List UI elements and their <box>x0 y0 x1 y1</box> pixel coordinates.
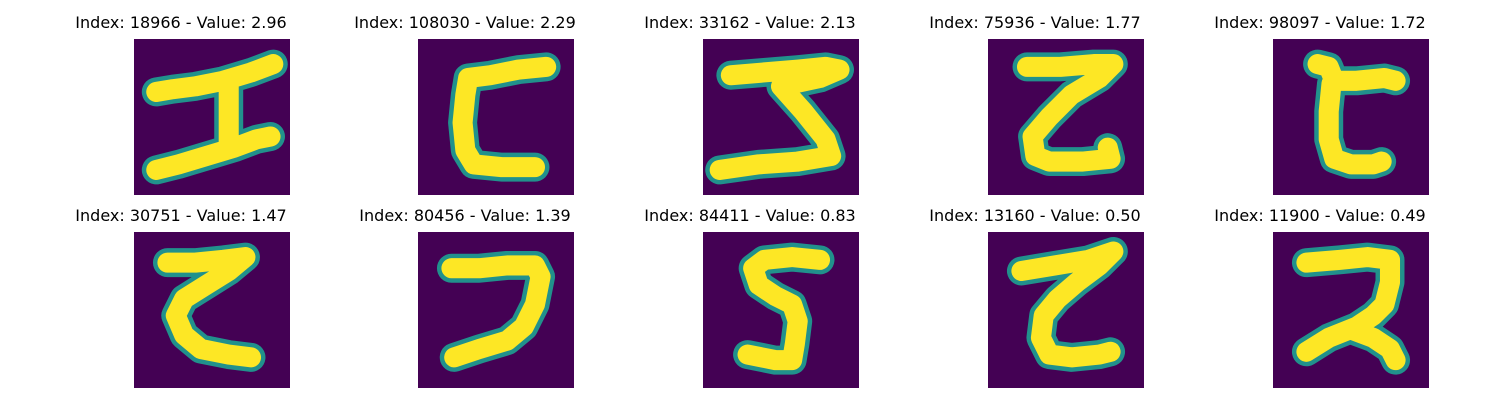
digit-image <box>1273 39 1429 195</box>
panel-4: Index: 75936 - Value: 1.77 <box>885 3 1185 195</box>
panel-title: Index: 11900 - Value: 0.49 <box>1214 206 1426 225</box>
panel-title: Index: 80456 - Value: 1.39 <box>359 206 571 225</box>
panel-title: Index: 75936 - Value: 1.77 <box>929 13 1141 32</box>
panel-title: Index: 30751 - Value: 1.47 <box>75 206 287 225</box>
panel-title: Index: 98097 - Value: 1.72 <box>1214 13 1426 32</box>
panel-title: Index: 33162 - Value: 2.13 <box>644 13 856 32</box>
panel-10: Index: 11900 - Value: 0.49 <box>1170 196 1470 388</box>
digit-image <box>418 232 574 388</box>
panel-6: Index: 30751 - Value: 1.47 <box>31 196 331 388</box>
panel-1: Index: 18966 - Value: 2.96 <box>31 3 331 195</box>
digit-image <box>988 232 1144 388</box>
panel-3: Index: 33162 - Value: 2.13 <box>600 3 900 195</box>
digit-image <box>134 232 290 388</box>
digit-image <box>418 39 574 195</box>
panel-5: Index: 98097 - Value: 1.72 <box>1170 3 1470 195</box>
panel-9: Index: 13160 - Value: 0.50 <box>885 196 1185 388</box>
panel-7: Index: 80456 - Value: 1.39 <box>315 196 615 388</box>
digit-image <box>703 39 859 195</box>
panel-8: Index: 84411 - Value: 0.83 <box>600 196 900 388</box>
panel-title: Index: 108030 - Value: 2.29 <box>354 13 576 32</box>
digit-image <box>1273 232 1429 388</box>
digit-image <box>988 39 1144 195</box>
panel-title: Index: 13160 - Value: 0.50 <box>929 206 1141 225</box>
panel-title: Index: 18966 - Value: 2.96 <box>75 13 287 32</box>
panel-2: Index: 108030 - Value: 2.29 <box>315 3 615 195</box>
digit-image <box>703 232 859 388</box>
digit-image <box>134 39 290 195</box>
panel-title: Index: 84411 - Value: 0.83 <box>644 206 856 225</box>
